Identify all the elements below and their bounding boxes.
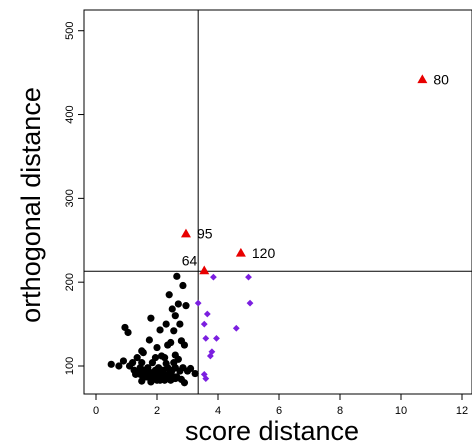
data-point [191, 369, 199, 378]
outlier-point [235, 247, 246, 257]
y-axis: 100 200 300 400 500 [64, 22, 84, 375]
data-point [182, 302, 190, 310]
data-point-diamond [194, 299, 202, 307]
data-point [176, 367, 184, 375]
y-tick-label: 400 [64, 105, 76, 123]
data-point [164, 341, 172, 349]
data-point [136, 370, 144, 378]
data-point [138, 377, 146, 385]
data-point [115, 362, 123, 370]
x-axis-title: score distance [185, 416, 359, 446]
data-point [133, 354, 141, 362]
data-point [107, 360, 115, 368]
point-annotation: 95 [197, 226, 213, 242]
x-axis: 0 2 4 6 8 10 12 [93, 394, 468, 417]
outlier-point [199, 265, 210, 275]
point-annotation: 80 [433, 71, 449, 87]
data-point [147, 378, 155, 386]
data-point [165, 291, 173, 299]
data-point [161, 354, 169, 362]
data-point [148, 359, 157, 367]
x-tick-label: 0 [93, 405, 99, 417]
data-point [147, 314, 155, 322]
point-annotation: 64 [182, 252, 198, 268]
data-points [107, 74, 428, 387]
y-tick-label: 500 [64, 22, 76, 40]
y-axis-title: orthogonal distance [16, 87, 46, 323]
data-point [139, 348, 147, 357]
data-point [179, 281, 187, 290]
x-tick-label: 4 [215, 405, 221, 417]
data-point-diamond [232, 324, 240, 332]
data-point [145, 336, 153, 344]
data-point-diamond [200, 320, 208, 328]
data-point [119, 357, 128, 365]
data-point [124, 328, 132, 337]
data-point-diamond [206, 352, 214, 360]
data-point [171, 312, 179, 320]
data-point [173, 272, 181, 280]
point-annotations: 80 95 120 64 [182, 71, 449, 268]
data-point [168, 305, 176, 313]
data-point [157, 374, 166, 382]
x-tick-label: 10 [395, 405, 407, 417]
y-tick-label: 100 [64, 357, 76, 375]
x-tick-label: 8 [337, 405, 343, 417]
data-point [174, 300, 182, 308]
outlier-point [417, 74, 428, 84]
data-point-diamond [245, 273, 252, 281]
plot-frame [83, 9, 472, 395]
data-point-diamond [202, 375, 210, 382]
data-point [142, 373, 150, 381]
data-point-diamond [200, 370, 208, 378]
x-tick-label: 12 [456, 405, 468, 417]
x-tick-label: 2 [154, 405, 160, 417]
data-point [183, 367, 192, 375]
data-point [156, 326, 164, 334]
x-tick-label: 6 [276, 405, 282, 417]
data-point [153, 343, 161, 352]
y-tick-label: 200 [64, 273, 76, 291]
data-point [170, 327, 178, 335]
data-point-diamond [213, 334, 220, 342]
data-point-diamond [203, 310, 211, 318]
point-annotation: 120 [252, 245, 276, 261]
data-point [162, 320, 170, 328]
data-point [167, 376, 175, 384]
outlier-point [180, 228, 191, 238]
y-tick-label: 300 [64, 189, 76, 207]
data-point-diamond [210, 273, 217, 281]
data-point-diamond [246, 299, 254, 307]
data-point [180, 341, 189, 349]
data-point [125, 362, 134, 370]
data-point [180, 379, 189, 387]
data-point-diamond [202, 334, 210, 342]
data-point [176, 320, 184, 328]
